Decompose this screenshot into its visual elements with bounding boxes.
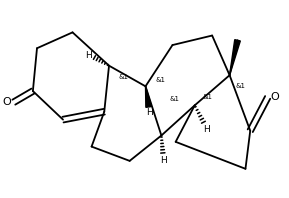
Text: H: H [160, 156, 167, 165]
Text: &1: &1 [155, 77, 165, 83]
Text: &1: &1 [203, 94, 213, 100]
Text: &1: &1 [169, 96, 179, 102]
Polygon shape [229, 40, 240, 75]
Text: &1: &1 [236, 83, 246, 89]
Polygon shape [146, 86, 151, 107]
Text: H: H [85, 51, 92, 60]
Text: &1: &1 [118, 74, 129, 80]
Text: H: H [146, 108, 153, 117]
Text: O: O [3, 97, 11, 107]
Text: O: O [270, 92, 279, 102]
Text: H: H [203, 125, 210, 134]
